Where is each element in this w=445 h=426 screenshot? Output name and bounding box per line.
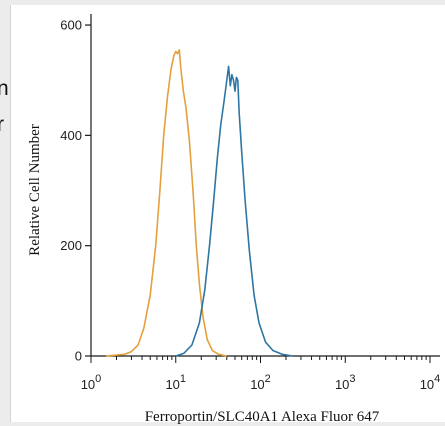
- x-tick-label: 102: [250, 373, 271, 392]
- x-tick-exponent: 0: [95, 373, 101, 385]
- x-tick-exponent: 4: [434, 373, 440, 385]
- x-tick-label: 101: [165, 373, 186, 392]
- x-tick-base: 10: [335, 377, 349, 392]
- x-ticks: 100 101 102 103 104: [81, 356, 441, 392]
- x-tick-base: 10: [420, 377, 434, 392]
- frame-left-strip: [0, 0, 10, 426]
- frame-bottom-strip: [0, 422, 445, 426]
- x-tick-exponent: 1: [180, 373, 186, 385]
- x-tick-label: 100: [81, 373, 102, 392]
- x-tick-exponent: 2: [265, 373, 271, 385]
- y-tick-label: 0: [75, 349, 82, 364]
- y-tick-label: 600: [60, 18, 82, 33]
- y-axis-title: Relative Cell Number: [27, 124, 43, 256]
- frame-top-strip: [10, 0, 445, 5]
- y-tick-label: 400: [60, 128, 82, 143]
- x-tick-label: 103: [335, 373, 356, 392]
- series-layer: [105, 49, 293, 357]
- clipped-text-fragment: n: [0, 78, 9, 99]
- x-axis-title: Ferroportin/SLC40A1 Alexa Fluor 647: [145, 409, 380, 425]
- x-tick-exponent: 3: [349, 373, 355, 385]
- x-tick-base: 10: [250, 377, 264, 392]
- x-tick-label: 104: [420, 373, 441, 392]
- x-tick-base: 10: [165, 377, 179, 392]
- blue-histogram-line: [175, 65, 293, 357]
- frame-divider: [10, 5, 11, 422]
- y-tick-label: 200: [60, 238, 82, 253]
- x-tick-base: 10: [81, 377, 95, 392]
- orange-histogram-line: [105, 49, 227, 357]
- clipped-text-fragment: r: [0, 114, 4, 135]
- chart-axes: [90, 14, 440, 357]
- y-ticks: 0 200 400 600: [60, 18, 91, 364]
